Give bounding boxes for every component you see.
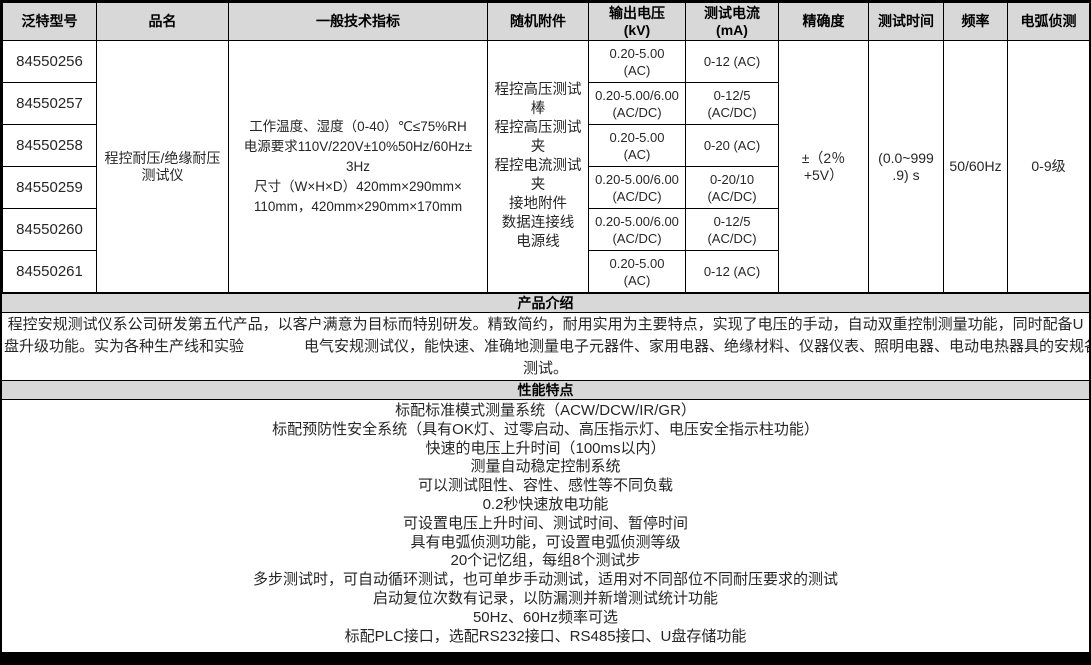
- test-current-cell: 0-20 (AC): [685, 124, 779, 167]
- feature-item: 快速的电压上升时间（100ms以内）: [425, 439, 666, 457]
- feature-item: 标配标准模式测量系统（ACW/DCW/IR/GR）: [395, 402, 696, 419]
- output-voltage-cell: 0.20-5.00/6.00 (AC/DC): [588, 208, 686, 251]
- table-row: 84550257 0.20-5.00/6.00 (AC/DC) 0-12/5 (…: [2, 82, 1090, 125]
- features-section: 标配标准模式测量系统（ACW/DCW/IR/GR） 标配预防性安全系统（具有OK…: [2, 400, 1089, 646]
- output-voltage-cell: 0.20-5.00 (AC): [588, 250, 686, 293]
- model-cell: 84550258: [2, 124, 97, 167]
- feature-item: 具有电弧侦测功能，可设置电弧侦测等级: [410, 533, 681, 551]
- output-voltage-cell: 0.20-5.00/6.00 (AC/DC): [588, 166, 686, 209]
- feature-item: 启动复位次数有记录，以防漏测并新增测试统计功能: [372, 589, 718, 607]
- frequency-cell: 50/60Hz: [943, 40, 1008, 293]
- accessories-cell: 程控高压测试 棒 程控高压测试 夹 程控电流测试 夹 接地附件 数据连接线 电源…: [487, 40, 589, 293]
- table-row: 84550258 0.20-5.00 (AC) 0-20 (AC): [2, 124, 1090, 167]
- tech-specs-cell: 工作温度、湿度（0-40）℃≤75%RH 电源要求110V/220V±10%50…: [228, 40, 488, 293]
- intro-section: 程控安规测试仪系公司研发第五代产品，以客户满意为目标而特别研发。精致简约，耐用实…: [2, 313, 1089, 380]
- intro-text-line: 程控安规测试仪系公司研发第五代产品，以客户满意为目标而特别研发。精致简约，耐用实…: [7, 316, 1084, 333]
- spec-table: 泛特型号 品名 一般技术指标 随机附件 输出电压 (kV) 测试电流 (mA) …: [2, 2, 1090, 293]
- model-cell: 84550260: [2, 208, 97, 251]
- feature-item: 标配预防性安全系统（具有OK灯、过零启动、高压指示灯、电压安全指示柱功能）: [272, 420, 819, 438]
- feature-item: 50Hz、60Hz频率可选: [472, 608, 619, 626]
- output-voltage-cell: 0.20-5.00/6.00 (AC/DC): [588, 82, 686, 125]
- feature-item: 可设置电压上升时间、测试时间、暂停时间: [402, 514, 688, 532]
- header-model: 泛特型号: [2, 2, 97, 41]
- table-row: 84550261 0.20-5.00 (AC) 0-12 (AC): [2, 250, 1090, 293]
- output-voltage-cell: 0.20-5.00 (AC): [588, 40, 686, 83]
- table-row: 84550256 程控耐压/绝缘耐压测试仪 工作温度、湿度（0-40）℃≤75%…: [2, 40, 1089, 293]
- table-row: 84550259 0.20-5.00/6.00 (AC/DC) 0-20/10 …: [2, 166, 1090, 209]
- header-output-voltage: 输出电压 (kV): [588, 2, 686, 41]
- table-header-row: 泛特型号 品名 一般技术指标 随机附件 输出电压 (kV) 测试电流 (mA) …: [2, 2, 1089, 41]
- bottom-border-bar: [2, 652, 1089, 663]
- test-current-cell: 0-12/5 (AC/DC): [685, 82, 779, 125]
- model-cell: 84550257: [2, 82, 97, 125]
- test-current-cell: 0-20/10 (AC/DC): [685, 166, 779, 209]
- model-cell: 84550261: [2, 250, 97, 293]
- test-current-cell: 0-12/5 (AC/DC): [685, 208, 779, 251]
- output-voltage-cell: 0.20-5.00 (AC): [588, 124, 686, 167]
- header-accuracy: 精确度: [778, 2, 869, 41]
- feature-item: 标配PLC接口，选配RS232接口、RS485接口、U盘存储功能: [344, 627, 747, 645]
- arc-detection-cell: 0-9级: [1007, 40, 1089, 293]
- header-accessories: 随机附件: [487, 2, 589, 41]
- header-test-time: 测试时间: [868, 2, 944, 41]
- header-frequency: 频率: [943, 2, 1008, 41]
- intro-text-line: 测试。: [522, 360, 568, 377]
- test-time-cell: (0.0~999 .9) s: [868, 40, 944, 293]
- intro-section-title: 产品介绍: [2, 293, 1089, 313]
- test-current-cell: 0-12 (AC): [685, 40, 779, 83]
- feature-item: 测量自动稳定控制系统: [470, 458, 621, 476]
- feature-item: 可以测试阻性、容性、感性等不同负载: [417, 477, 673, 495]
- feature-item: 0.2秒快速放电功能: [482, 495, 609, 513]
- header-product-name: 品名: [96, 2, 229, 41]
- features-section-title: 性能特点: [2, 380, 1089, 400]
- feature-item: 多步测试时，可自动循环测试，也可单步手动测试，适用对不同部位不同耐压要求的测试: [252, 571, 838, 589]
- intro-text-line: 盘升级功能。实为各种生产线和实验 电气安规测试仪，能快速、准确地测量电子元器件、…: [4, 338, 1091, 355]
- model-cell: 84550259: [2, 166, 97, 209]
- header-tech-specs: 一般技术指标: [228, 2, 488, 41]
- accuracy-cell: ±（2％ +5V）: [778, 40, 869, 293]
- table-row: 84550260 0.20-5.00/6.00 (AC/DC) 0-12/5 (…: [2, 208, 1090, 251]
- header-test-current: 测试电流 (mA): [685, 2, 779, 41]
- feature-item: 20个记忆组，每组8个测试步: [450, 552, 641, 570]
- product-name-cell: 程控耐压/绝缘耐压测试仪: [96, 40, 229, 293]
- header-arc-detection: 电弧侦测: [1007, 2, 1089, 41]
- test-current-cell: 0-12 (AC): [685, 250, 779, 293]
- model-cell: 84550256: [2, 40, 97, 83]
